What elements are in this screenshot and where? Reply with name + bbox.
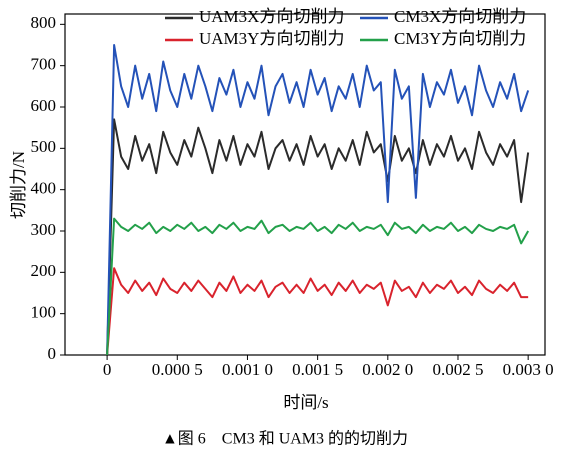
x-tick-label: 0.002 0	[362, 360, 413, 379]
x-tick-label: 0.001 0	[222, 360, 273, 379]
series-line	[106, 267, 529, 356]
y-axis-label: 切削力/N	[9, 151, 28, 219]
x-tick-label: 0.000 5	[152, 360, 203, 379]
x-tick-label: 0	[103, 360, 112, 379]
legend-label: CM3X方向切削力	[394, 7, 526, 26]
y-tick-label: 300	[31, 220, 57, 239]
legend-label: UAM3X方向切削力	[199, 7, 344, 26]
series-line	[106, 217, 530, 356]
y-tick-label: 200	[31, 261, 57, 280]
y-tick-label: 700	[31, 55, 57, 74]
x-tick-label: 0.001 5	[292, 360, 343, 379]
x-tick-label: 0.003 0	[503, 360, 554, 379]
x-axis-label: 时间/s	[283, 393, 328, 412]
x-tick-label: 0.002 5	[432, 360, 483, 379]
y-tick-label: 100	[31, 303, 57, 322]
y-tick-label: 600	[31, 96, 57, 115]
series-line	[106, 118, 530, 356]
y-tick-label: 500	[31, 137, 57, 156]
legend-label: CM3Y方向切削力	[394, 29, 526, 48]
y-tick-label: 0	[48, 344, 57, 363]
caption: ▲图 6 CM3 和 UAM3 的的切削力	[162, 430, 408, 448]
series-line	[106, 44, 530, 356]
legend-label: UAM3Y方向切削力	[199, 29, 344, 48]
y-tick-label: 800	[31, 13, 57, 32]
y-tick-label: 400	[31, 179, 57, 198]
plot-frame	[64, 13, 546, 356]
